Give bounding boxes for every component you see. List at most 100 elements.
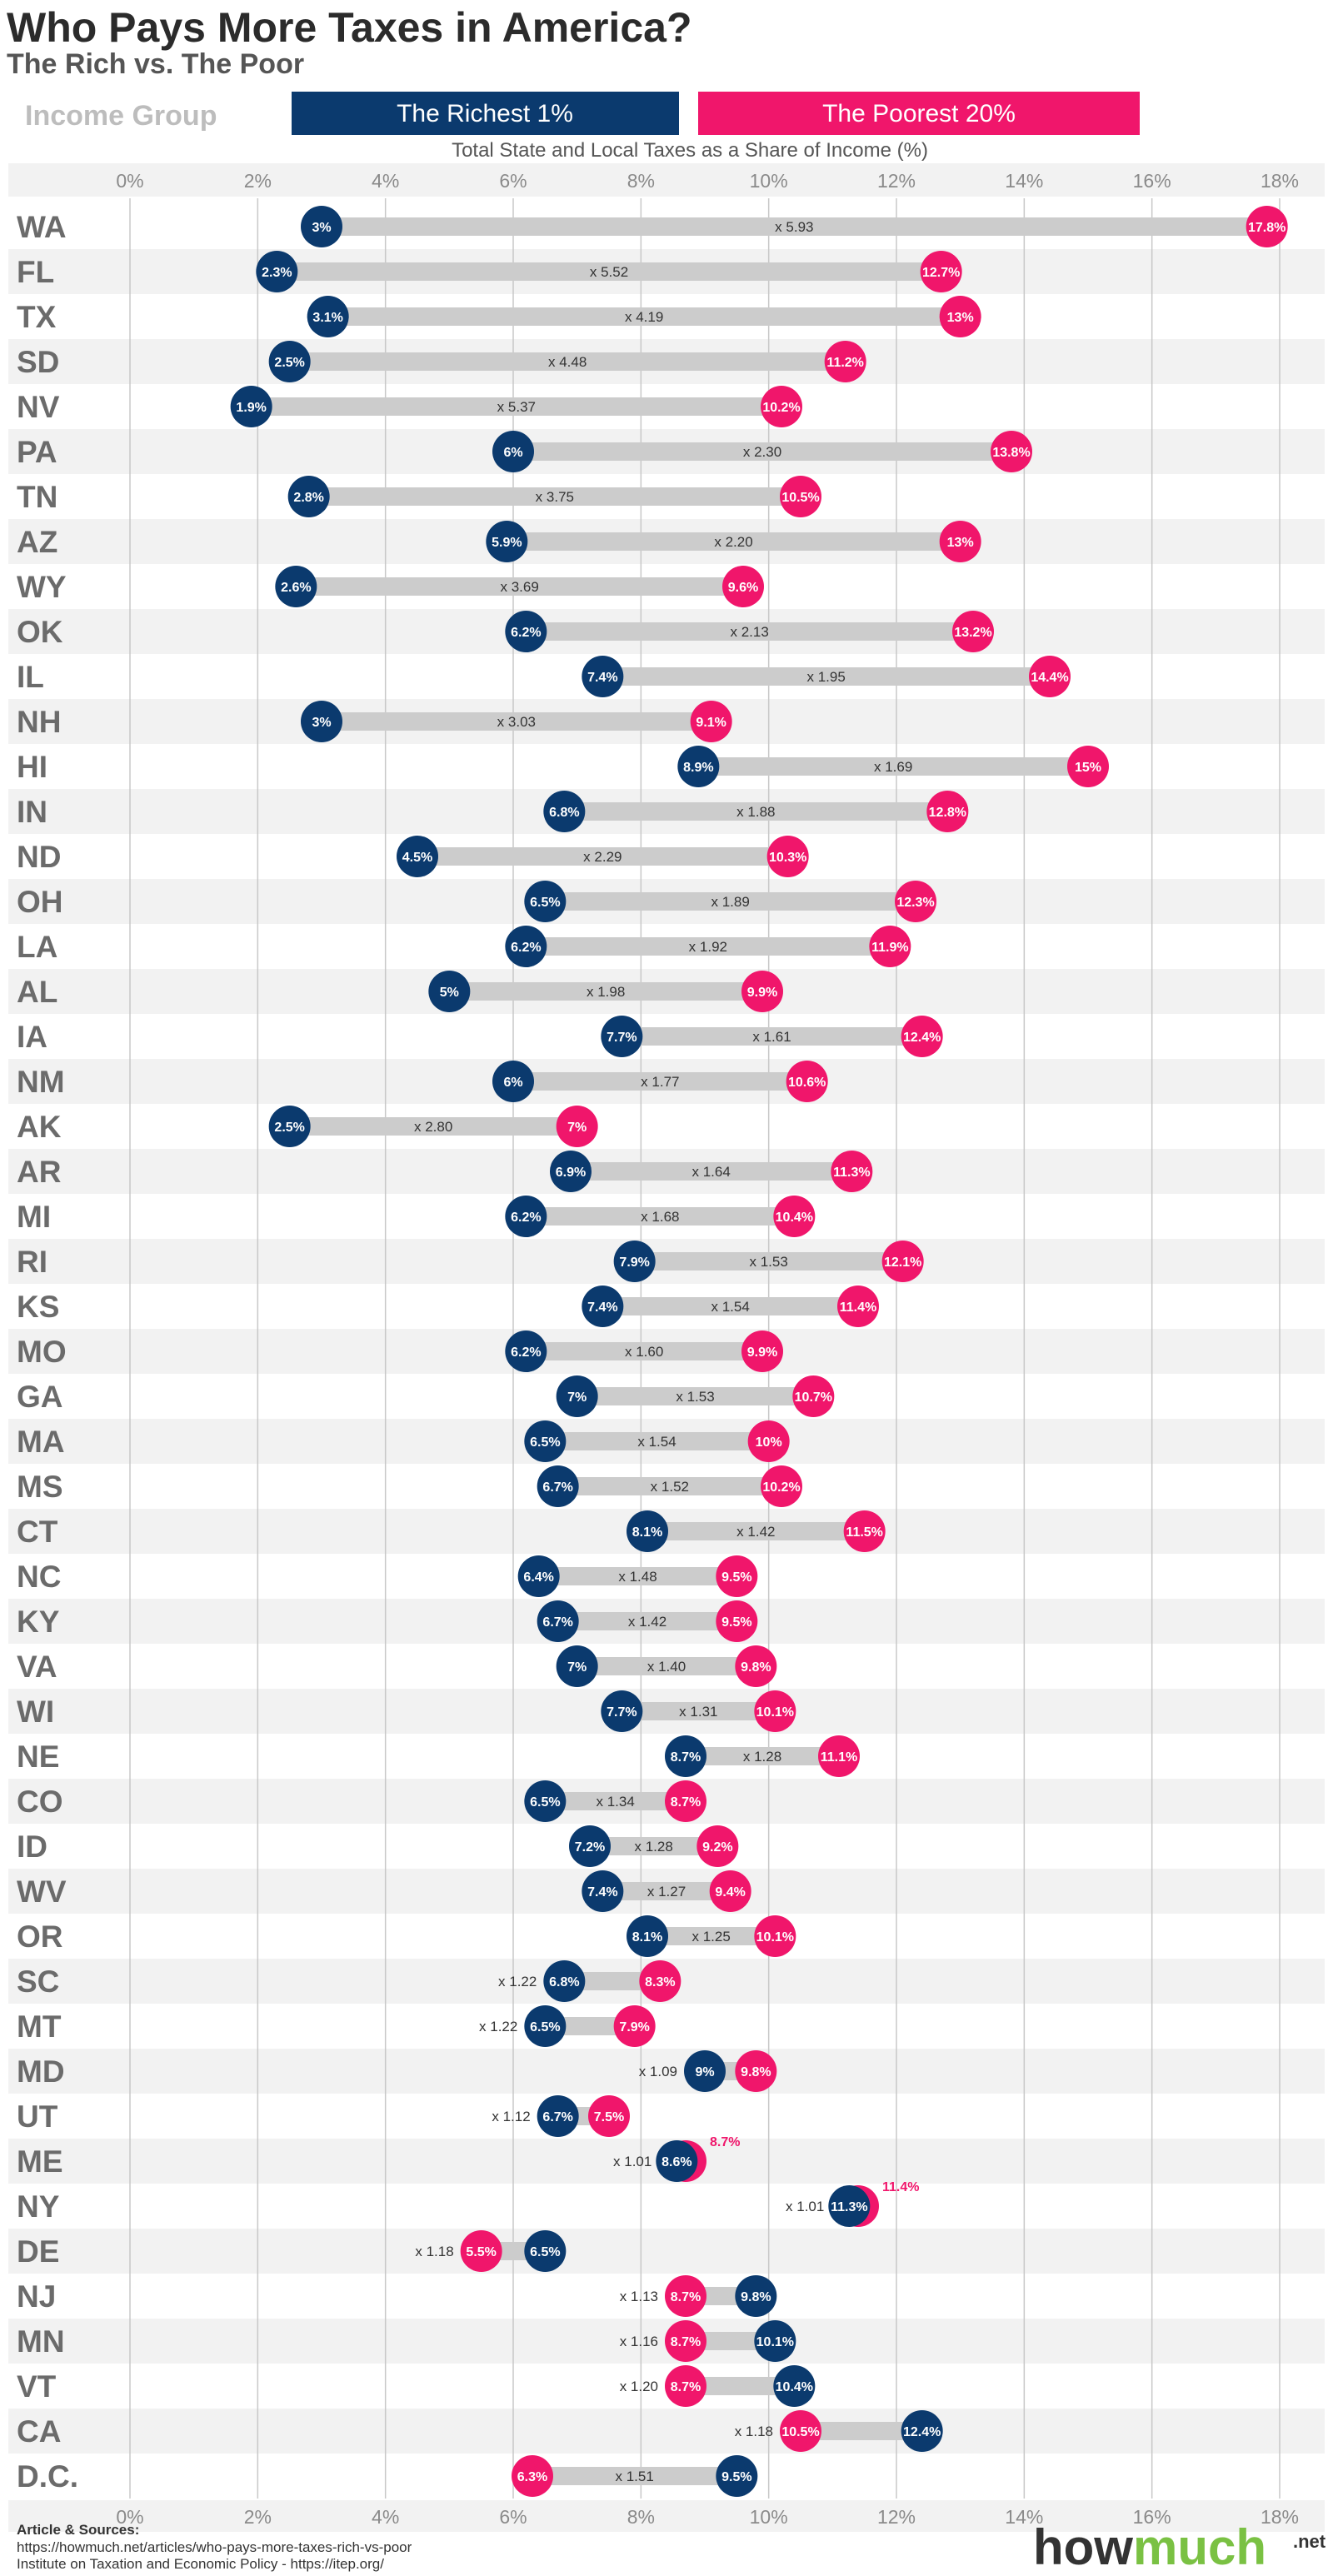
state-row: NV x 5.37 1.9% 10.2% (17, 386, 802, 427)
state-row: NJ x 1.13 9.8% 8.7% (17, 2275, 777, 2317)
state-label: D.C. (17, 2459, 78, 2494)
x-tick-label-top: 4% (372, 170, 399, 192)
poor-marker (766, 836, 809, 877)
rich-value-label: 6.8% (549, 806, 579, 820)
rich-value-label: 7.9% (619, 1256, 649, 1270)
source-link-itep[interactable]: Institute on Taxation and Economic Polic… (17, 2556, 384, 2572)
rich-value-label: 6.5% (530, 1435, 560, 1450)
rich-value-label: 7.7% (607, 1031, 637, 1045)
rich-value-label: 1.9% (236, 401, 266, 415)
state-label: NM (17, 1065, 65, 1099)
range-bar (622, 1702, 776, 1720)
logo-net: .net (1293, 2531, 1326, 2552)
poor-value-label: 10.5% (781, 491, 819, 505)
ratio-label: x 1.61 (752, 1029, 791, 1045)
rich-value-label: 5% (440, 986, 459, 1000)
x-tick-label-top: 10% (750, 170, 788, 192)
state-row: NY x 1.01 11.3% 11.4% (17, 2180, 919, 2227)
rich-marker (428, 971, 471, 1012)
rich-marker (735, 2275, 777, 2317)
rich-value-label: 6.2% (511, 1211, 541, 1225)
state-row: CO x 1.34 6.5% 8.7% (17, 1780, 706, 1822)
rich-value-label: 7.4% (587, 1300, 617, 1315)
rich-value-label: 8.1% (632, 1525, 662, 1540)
range-bar (577, 1657, 756, 1675)
poor-marker (512, 2455, 553, 2497)
data-rows: WA x 5.93 3% 17.8% FL x 5.52 2.3% 12.7% TX x 4.19… (17, 206, 1288, 2497)
state-label: LA (17, 930, 57, 964)
range-bar (564, 1972, 661, 1990)
rich-value-label: 8.9% (683, 761, 713, 775)
legend-label: Income Group (25, 100, 217, 132)
rich-marker (582, 1286, 624, 1327)
poor-value-label: 6.3% (517, 2470, 547, 2484)
poor-value-label: 9.9% (747, 1345, 777, 1360)
state-row: MD x 1.09 9% 9.8% (17, 2050, 777, 2092)
state-label: VA (17, 1650, 57, 1684)
x-tick-label-bottom: 4% (372, 2506, 399, 2528)
range-bar (647, 1522, 865, 1540)
rich-marker (307, 296, 349, 337)
state-row: HI x 1.69 8.9% 15% (17, 746, 1109, 787)
ratio-label: x 1.31 (679, 1704, 717, 1720)
state-label: WI (17, 1695, 54, 1729)
state-label: ME (17, 2144, 63, 2179)
rich-marker (582, 656, 624, 697)
rich-marker (268, 1106, 311, 1147)
poor-value-label: 13.2% (954, 626, 991, 640)
ratio-label: x 1.92 (689, 939, 727, 955)
rich-marker (537, 2095, 579, 2137)
rich-value-label: 9.8% (741, 2290, 771, 2304)
poor-value-label: 8.7% (710, 2135, 740, 2149)
state-row: IL x 1.95 7.4% 14.4% (17, 656, 1071, 697)
rich-value-label: 6.7% (542, 1480, 572, 1495)
poor-marker (754, 1690, 796, 1732)
ratio-label: x 2.29 (583, 849, 622, 865)
ratio-label: x 2.80 (414, 1119, 452, 1135)
poor-marker (735, 2050, 777, 2092)
x-tick-label-bottom: 8% (627, 2506, 655, 2528)
poor-marker (818, 1735, 860, 1777)
state-row: NM x 1.77 6% 10.6% (17, 1061, 828, 1102)
ratio-label: x 4.48 (548, 354, 587, 370)
state-label: SD (17, 345, 59, 379)
state-row: VT x 1.20 10.4% 8.7% (17, 2365, 816, 2407)
rich-marker (505, 1330, 547, 1372)
state-row: GA x 1.53 7% 10.7% (17, 1375, 835, 1417)
poor-value-label: 9.9% (747, 986, 777, 1000)
range-bar (557, 1612, 737, 1630)
state-row: MA x 1.54 6.5% 10% (17, 1420, 790, 1462)
poor-marker (920, 251, 962, 292)
state-row: WV x 1.27 7.4% 9.4% (17, 1870, 751, 1912)
poor-value-label: 9.1% (696, 716, 726, 730)
poor-value-label: 10.2% (762, 401, 800, 415)
rich-marker (397, 836, 438, 877)
rich-value-label: 2.3% (262, 266, 292, 280)
rich-value-label: 6.9% (556, 1166, 586, 1180)
poor-marker (837, 1286, 879, 1327)
state-label: MD (17, 2054, 65, 2089)
poor-marker (690, 701, 732, 742)
range-bar (526, 1342, 762, 1360)
source-link-article[interactable]: https://howmuch.net/articles/who-pays-mo… (17, 2539, 412, 2555)
state-row: KY x 1.42 6.7% 9.5% (17, 1600, 758, 1642)
state-row: DE x 1.18 6.5% 5.5% (17, 2230, 567, 2272)
ratio-label: x 1.64 (692, 1164, 731, 1180)
state-label: IN (17, 795, 47, 829)
state-row: AZ x 2.20 5.9% 13% (17, 521, 981, 562)
state-label: NH (17, 705, 61, 739)
state-row: MS x 1.52 6.7% 10.2% (17, 1465, 802, 1507)
legend-poor-label: The Poorest 20% (822, 100, 1016, 127)
rich-marker (524, 2005, 567, 2047)
poor-value-label: 13.8% (992, 446, 1030, 460)
rich-value-label: 7% (567, 1390, 587, 1405)
rich-value-label: 2.8% (293, 491, 323, 505)
poor-marker (716, 1600, 758, 1642)
rich-value-label: 2.5% (274, 356, 304, 370)
rich-marker (773, 2365, 816, 2407)
range-bar (289, 352, 846, 371)
rich-marker (524, 1420, 567, 1462)
poor-value-label: 8.7% (671, 1795, 701, 1810)
range-bar (622, 1027, 922, 1046)
